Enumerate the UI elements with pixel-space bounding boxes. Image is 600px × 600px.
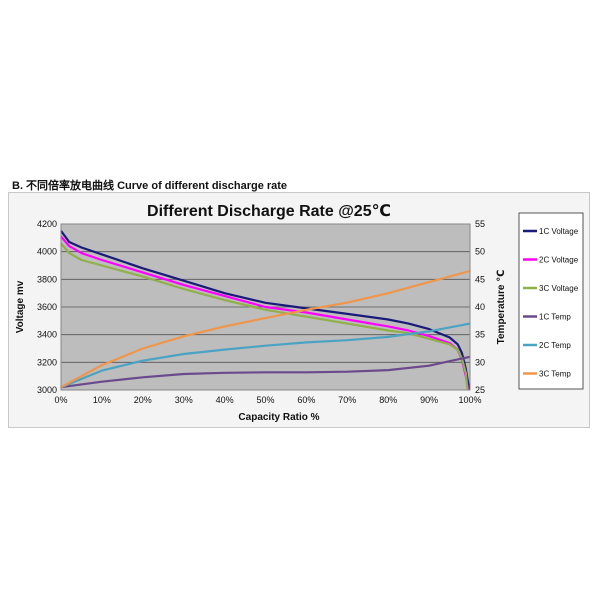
y-axis-label: Voltage mv <box>15 280 26 333</box>
legend-label-1c-temp: 1C Temp <box>539 313 571 322</box>
x-tick-label: 40% <box>216 395 234 405</box>
x-tick-label: 80% <box>379 395 397 405</box>
legend-label-2c-temp: 2C Temp <box>539 341 571 350</box>
plot-border <box>60 223 471 391</box>
y-tick-label: 3400 <box>37 330 57 340</box>
legend: 1C Voltage 2C Voltage 3C Voltage 1C Temp 2C … <box>523 227 579 379</box>
x-tick-label: 0% <box>54 395 67 405</box>
y-tick-label: 4000 <box>37 247 57 257</box>
x-tick-label: 10% <box>93 395 111 405</box>
series-line-1c-voltage <box>60 230 471 391</box>
x-axis-label: Capacity Ratio % <box>238 412 319 423</box>
legend-label-2c-voltage: 2C Voltage <box>539 256 579 265</box>
y2-tick-label: 40 <box>475 302 485 312</box>
legend-label-3c-temp: 3C Temp <box>539 370 571 379</box>
discharge-chart: Different Discharge Rate @25℃ 3000 3200 34… <box>15 203 584 423</box>
y2-axis-ticks: 25 30 35 40 45 50 55 <box>475 219 485 395</box>
x-axis-ticks: 0% 10% 20% 30% 40% 50% 60% 70% 80% 90% 100% <box>54 395 481 405</box>
figure-caption: B. 不同倍率放电曲线 Curve of different discharge… <box>12 180 288 192</box>
y-tick-label: 3800 <box>37 274 57 284</box>
x-tick-label: 50% <box>256 395 274 405</box>
chart-title: Different Discharge Rate @25℃ <box>147 203 391 220</box>
y-tick-label: 3600 <box>37 302 57 312</box>
y2-axis-label: Temperature ℃ <box>496 270 507 345</box>
series-line-2c-temp <box>60 322 471 389</box>
x-tick-label: 90% <box>420 395 438 405</box>
legend-label-3c-voltage: 3C Voltage <box>539 284 579 293</box>
x-tick-label: 70% <box>338 395 356 405</box>
y-tick-label: 4200 <box>37 219 57 229</box>
y-tick-label: 3000 <box>37 385 57 395</box>
series-line-1c-temp <box>60 355 471 389</box>
y-tick-label: 3200 <box>37 357 57 367</box>
y2-tick-label: 55 <box>475 219 485 229</box>
series-lines <box>60 230 471 391</box>
legend-box <box>518 212 584 390</box>
legend-label-1c-voltage: 1C Voltage <box>539 227 579 236</box>
y2-tick-label: 25 <box>475 385 485 395</box>
series-line-3c-voltage <box>60 242 469 391</box>
x-tick-label: 100% <box>458 395 481 405</box>
x-tick-label: 20% <box>134 395 152 405</box>
chart-frame: Different Discharge Rate @25℃ 3000 3200 34… <box>8 192 590 428</box>
y-axis-ticks: 3000 3200 3400 3600 3800 4000 4200 <box>37 219 57 395</box>
y2-tick-label: 35 <box>475 330 485 340</box>
series-line-3c-temp <box>60 269 471 389</box>
y2-tick-label: 50 <box>475 247 485 257</box>
y2-tick-label: 45 <box>475 274 485 284</box>
x-tick-label: 60% <box>297 395 315 405</box>
x-tick-label: 30% <box>175 395 193 405</box>
y2-tick-label: 30 <box>475 357 485 367</box>
